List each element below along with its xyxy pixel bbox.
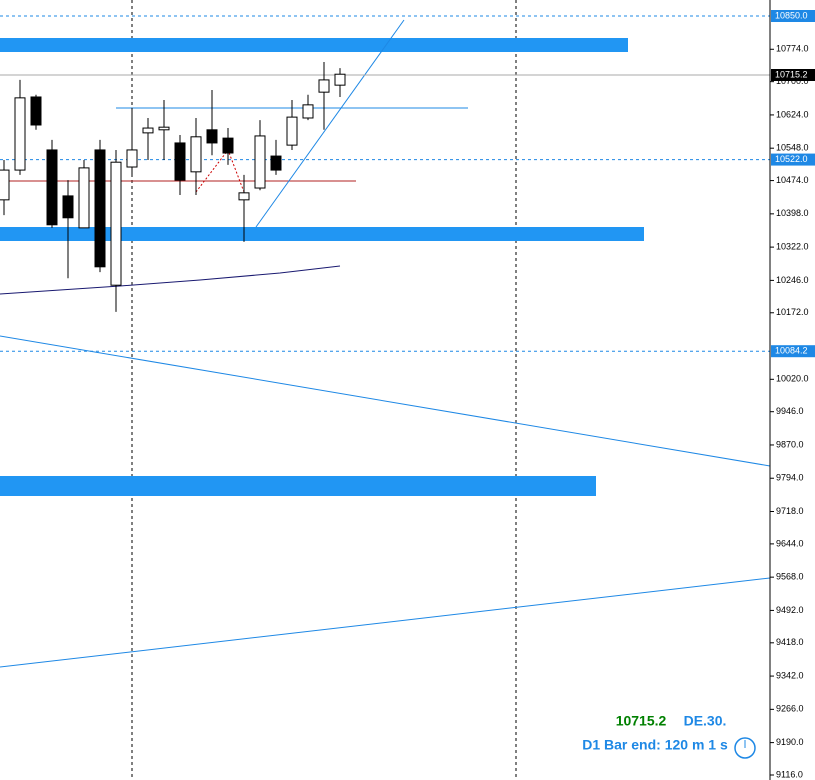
- level-label: 10084.2: [775, 346, 808, 356]
- candle-body: [62, 195, 74, 219]
- trend-line: [255, 19, 405, 228]
- y-tick-label: 9492.0: [776, 605, 804, 615]
- y-tick-label: 10548.0: [776, 143, 809, 153]
- y-tick-label: 9190.0: [776, 737, 804, 747]
- clock-icon: [734, 737, 756, 759]
- candle-body: [0, 169, 10, 201]
- y-tick-label: 10398.0: [776, 208, 809, 218]
- y-tick-label: 9718.0: [776, 506, 804, 516]
- drawings: [0, 0, 771, 778]
- candle-body: [142, 127, 154, 134]
- level-label-bg: [771, 153, 815, 166]
- level-label-bg: [771, 69, 815, 82]
- zone: [0, 476, 596, 496]
- candle-body: [126, 149, 138, 168]
- y-tick-label: 10322.0: [776, 241, 809, 251]
- axis: 10774.0 10700.0 10624.0 10548.0 10474.0 10398…: [770, 10, 815, 779]
- info-symbol: DE.30.: [684, 713, 727, 729]
- level-label: 10715.2: [775, 69, 808, 79]
- candle-body: [46, 149, 58, 226]
- trend-line: [0, 335, 771, 467]
- y-tick-label: 10700.0: [776, 76, 809, 86]
- candle-body: [238, 192, 250, 201]
- trend-line: [0, 577, 771, 668]
- y-tick-label: 9794.0: [776, 473, 804, 483]
- candle-body: [190, 136, 202, 173]
- moving-average: [0, 265, 341, 295]
- candle-body: [110, 161, 122, 286]
- candle-body: [318, 79, 330, 93]
- y-tick-label: 9870.0: [776, 439, 804, 449]
- info-bar-end: D1 Bar end: 120 m 1 s: [582, 737, 728, 753]
- y-tick-label: 9568.0: [776, 572, 804, 582]
- candle-body: [14, 97, 26, 171]
- level-label-bg: [771, 345, 815, 358]
- zone: [0, 227, 644, 241]
- candle-body: [206, 129, 218, 144]
- level-label-bg: [771, 10, 815, 22]
- info-price: 10715.2: [616, 713, 667, 729]
- candle-body: [334, 73, 346, 86]
- y-tick-label: 9342.0: [776, 670, 804, 680]
- y-tick-label: 9644.0: [776, 538, 804, 548]
- y-tick-label: 10020.0: [776, 374, 809, 384]
- candle-body: [30, 96, 42, 126]
- candle-body: [158, 126, 170, 131]
- zone: [0, 38, 628, 52]
- y-tick-label: 9418.0: [776, 637, 804, 647]
- y-tick-label: 9266.0: [776, 704, 804, 714]
- candle-body: [254, 135, 266, 189]
- candle-body: [302, 104, 314, 119]
- y-tick-label: 10474.0: [776, 175, 809, 185]
- y-tick-label: 10246.0: [776, 275, 809, 285]
- candle-body: [222, 137, 234, 154]
- candle-body: [286, 116, 298, 146]
- candle-body: [270, 155, 282, 171]
- candle-body: [78, 167, 90, 229]
- plot: [0, 15, 770, 352]
- y-tick-label: 10624.0: [776, 109, 809, 119]
- candle-body: [94, 149, 106, 268]
- level-label: 10850.0: [775, 10, 808, 20]
- y-tick-label: 10774.0: [776, 44, 809, 54]
- y-tick-label: 9946.0: [776, 406, 804, 416]
- y-tick-label: 9116.0: [776, 769, 803, 779]
- level-label: 10522.0: [775, 154, 808, 164]
- candle-body: [174, 142, 186, 181]
- y-tick-label: 10172.0: [776, 307, 809, 317]
